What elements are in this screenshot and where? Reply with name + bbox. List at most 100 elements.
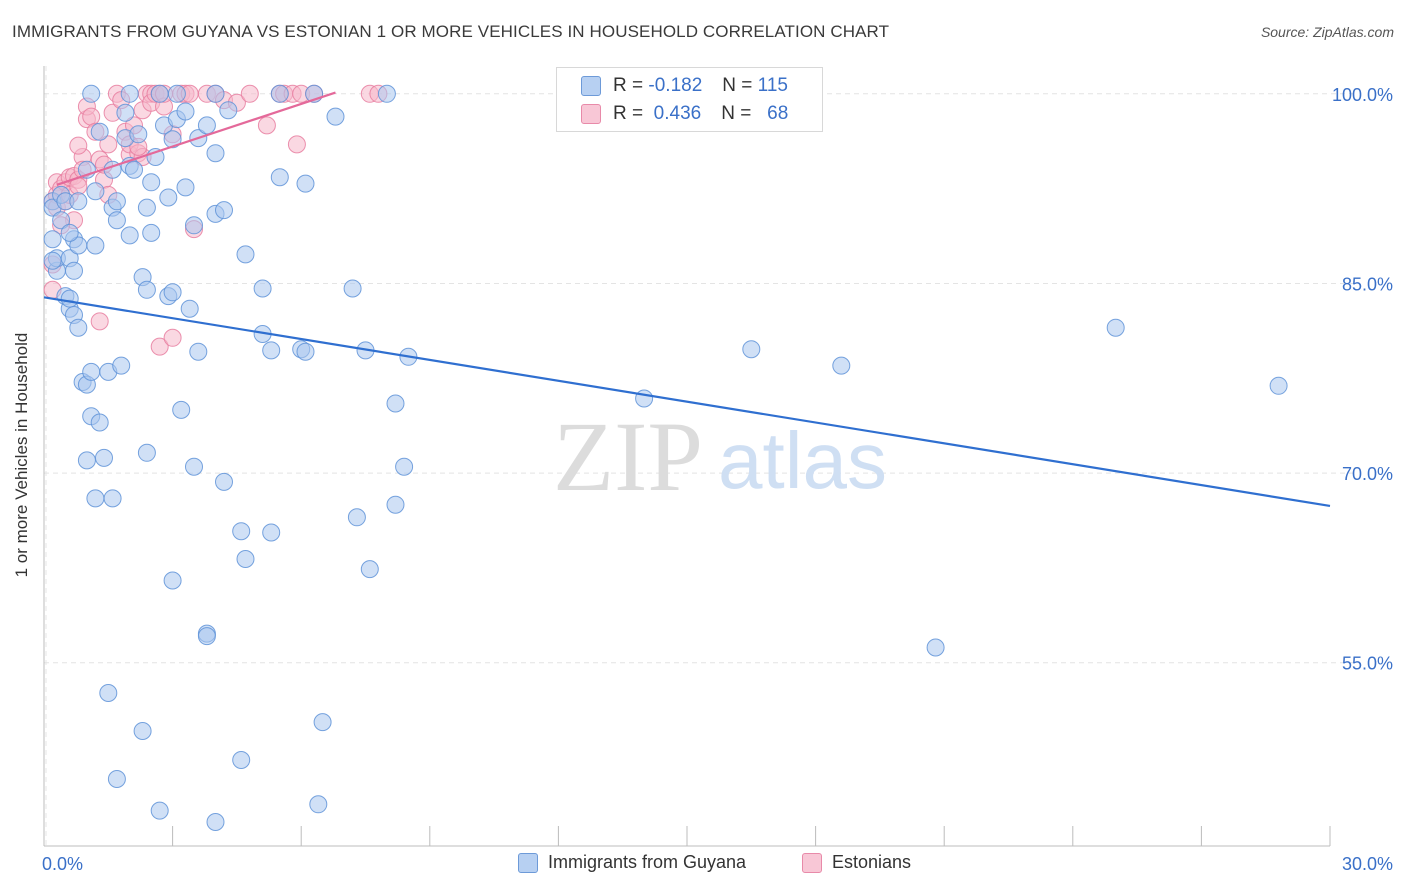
data-point (185, 216, 203, 235)
legend-swatch-pink (802, 852, 822, 873)
data-point (236, 550, 255, 568)
data-point (150, 337, 169, 356)
data-point (86, 182, 105, 201)
data-point (90, 122, 109, 141)
data-point (60, 223, 79, 242)
x-tick-label: 30.0% (1342, 854, 1393, 874)
data-point (69, 318, 88, 337)
data-point (129, 125, 148, 144)
legend-swatch-blue (518, 852, 538, 873)
data-point (163, 283, 182, 302)
legend-item-estonians: Estonians (802, 852, 911, 873)
data-point (107, 192, 126, 211)
data-point (215, 201, 233, 220)
data-point (309, 795, 328, 814)
data-point (197, 627, 216, 646)
legend-swatch-blue (581, 76, 601, 96)
data-point (635, 389, 654, 408)
data-point (163, 328, 182, 347)
series-legend: Immigrants from Guyana Estonians (0, 852, 1406, 878)
data-point (176, 102, 195, 121)
data-point (206, 813, 225, 831)
y-tick-label: 55.0% (1342, 654, 1393, 674)
data-point (232, 522, 251, 541)
data-point (262, 523, 281, 542)
data-point (77, 451, 96, 470)
data-point (107, 211, 126, 230)
legend-r-value: 0.436 (653, 103, 702, 124)
data-point (116, 103, 135, 122)
legend-row-estonians: R = 0.436 N = 68 (581, 102, 788, 126)
data-point (343, 279, 362, 298)
data-point (69, 136, 88, 155)
data-point (360, 560, 379, 579)
legend-n-value: 115 (757, 75, 788, 96)
data-point (1106, 318, 1125, 337)
data-point (137, 443, 156, 462)
data-point (185, 457, 203, 476)
data-point (176, 178, 195, 197)
data-point (163, 130, 182, 149)
legend-n-label: N = (722, 75, 753, 96)
data-point (197, 116, 216, 135)
data-point (150, 801, 169, 820)
data-point (206, 84, 225, 103)
legend-label-estonians: Estonians (832, 852, 912, 872)
data-point (142, 223, 161, 242)
data-point (262, 341, 281, 360)
data-point (103, 489, 122, 508)
guyana-points (43, 84, 1288, 831)
data-point (296, 342, 315, 361)
data-point (232, 751, 251, 769)
data-point (60, 289, 79, 308)
data-point (112, 356, 131, 375)
data-point (926, 638, 945, 657)
data-point (206, 144, 225, 163)
data-point (377, 84, 396, 103)
data-point (99, 684, 118, 702)
data-point (742, 340, 761, 359)
guyana-trend-line (43, 296, 1331, 508)
data-point (137, 198, 156, 217)
data-point (43, 230, 62, 249)
watermark-zip: ZIP (553, 401, 703, 512)
legend-swatch-pink (581, 104, 601, 124)
data-point (172, 400, 191, 419)
legend-row-guyana: R = -0.182 N = 115 (581, 74, 788, 98)
data-point (253, 279, 272, 298)
data-point (326, 107, 345, 126)
stats-legend: R = -0.182 N = 115 R = 0.436 N = 68 (556, 67, 823, 132)
y-axis-label: 1 or more Vehicles in Household (12, 332, 31, 578)
data-point (133, 722, 152, 740)
data-point (832, 356, 851, 375)
data-point (219, 101, 238, 120)
zipatlas-watermark: ZIP atlas (553, 401, 887, 512)
data-point (142, 173, 161, 192)
data-point (313, 713, 332, 732)
trend-lines (43, 91, 1331, 508)
data-point (150, 84, 169, 103)
data-point (270, 84, 289, 103)
legend-r-value: -0.182 (648, 75, 703, 96)
data-point (120, 226, 139, 245)
data-point (90, 312, 109, 331)
data-point (137, 280, 156, 299)
source-credit: Source: ZipAtlas.com (1260, 24, 1394, 40)
data-point (82, 362, 101, 381)
data-point (82, 84, 101, 103)
data-point (395, 457, 414, 476)
legend-r-label: R = (613, 75, 644, 96)
data-point (52, 211, 71, 230)
chart-title: IMMIGRANTS FROM GUYANA VS ESTONIAN 1 OR … (12, 22, 890, 41)
legend-n-value: 68 (767, 103, 789, 124)
axes (43, 66, 1331, 847)
data-point (90, 413, 109, 432)
watermark-atlas: atlas (718, 416, 887, 505)
y-tick-label: 100.0% (1332, 85, 1393, 105)
data-point (82, 107, 101, 126)
estonians-trend-line (56, 91, 336, 186)
y-tick-label: 70.0% (1342, 464, 1393, 484)
data-point (65, 261, 83, 280)
data-point (257, 116, 276, 135)
